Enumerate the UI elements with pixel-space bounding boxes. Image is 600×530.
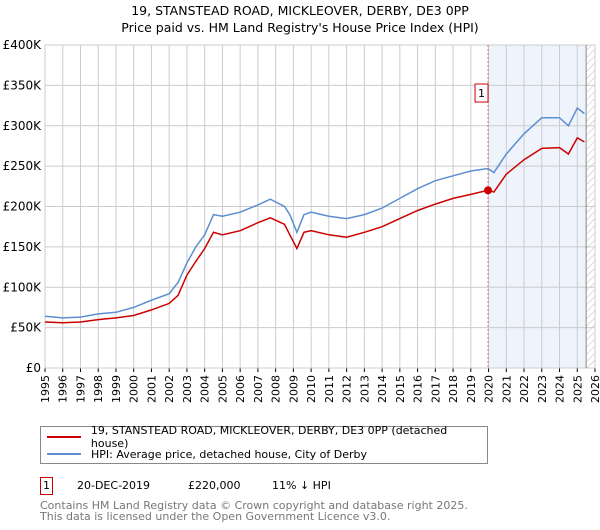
- legend-label: 19, STANSTEAD ROAD, MICKLEOVER, DERBY, D…: [90, 424, 448, 450]
- x-tick-label: 2020: [483, 375, 496, 403]
- x-tick-label: 2019: [465, 375, 478, 403]
- transaction-marker: 1: [40, 477, 53, 495]
- x-tick-label: 2006: [234, 375, 247, 403]
- x-tick-label: 2001: [145, 375, 158, 403]
- x-tick-label: 2012: [341, 375, 354, 403]
- x-tick-label: 2011: [323, 375, 336, 403]
- y-tick-label: £100K: [3, 280, 43, 294]
- x-tick-label: 2004: [199, 375, 212, 403]
- sale-point: [484, 186, 493, 195]
- x-tick-label: 2026: [589, 375, 600, 403]
- x-tick-label: 2023: [536, 375, 549, 403]
- legend: 19, STANSTEAD ROAD, MICKLEOVER, DERBY, D…: [40, 424, 488, 464]
- x-tick-label: 2008: [270, 375, 283, 403]
- x-tick-label: 2017: [429, 375, 442, 403]
- x-tick-label: 2005: [216, 375, 229, 403]
- footer-line1: Contains HM Land Registry data © Crown c…: [40, 499, 468, 512]
- y-tick-label: £0: [26, 361, 41, 375]
- footer-line2: This data is licensed under the Open Gov…: [40, 510, 391, 523]
- plot-border: [44, 44, 596, 369]
- sale-label: 1: [478, 87, 485, 100]
- x-tick-label: 2014: [376, 375, 389, 403]
- x-tick-label: 1996: [57, 375, 70, 403]
- chart-title: 19, STANSTEAD ROAD, MICKLEOVER, DERBY, D…: [131, 3, 469, 18]
- legend-item-property: 19, STANSTEAD ROAD, MICKLEOVER, DERBY, D…: [47, 424, 487, 450]
- transaction-price: £220,000: [188, 479, 241, 492]
- y-tick-label: £200K: [3, 200, 43, 214]
- x-tick-label: 2025: [571, 375, 584, 403]
- x-tick-label: 1999: [110, 375, 123, 403]
- x-tick-label: 2010: [305, 375, 318, 403]
- y-tick-label: £150K: [3, 240, 43, 254]
- legend-label: HPI: Average price, detached house, City…: [91, 447, 368, 461]
- series-line: [44, 136, 585, 324]
- x-tick-label: 2003: [181, 375, 194, 403]
- x-tick-label: 2013: [358, 375, 371, 403]
- footer: Contains HM Land Registry data © Crown c…: [40, 500, 468, 522]
- y-tick-label: £350K: [3, 78, 43, 92]
- x-tick-label: 2007: [252, 375, 265, 403]
- price-chart: 1995 1996 1997 1998 1999 2000 2001 2002 2003 2004…: [3, 38, 600, 403]
- legend-item-hpi: HPI: Average price, detached house, City…: [47, 446, 367, 462]
- chart-subtitle: Price paid vs. HM Land Registry's House …: [121, 20, 479, 35]
- legend-swatch-red: [47, 436, 81, 438]
- x-tick-label: 1998: [92, 375, 105, 403]
- x-tick-label: 2022: [518, 375, 531, 403]
- transaction-hpi-diff: 11% ↓ HPI: [272, 479, 331, 492]
- x-tick-label: 2018: [447, 375, 460, 403]
- x-tick-label: 1997: [74, 375, 87, 403]
- x-tick-label: 2024: [554, 375, 567, 403]
- sale-label-box: [474, 83, 489, 103]
- x-tick-label: 2002: [163, 375, 176, 403]
- x-tick-label: 2009: [287, 375, 300, 403]
- y-tick-label: £400K: [3, 38, 43, 52]
- x-tick-label: 2000: [128, 375, 141, 403]
- x-tick-label: 2016: [412, 375, 425, 403]
- y-tick-label: £300K: [3, 119, 43, 133]
- x-tick-label: 2021: [500, 375, 513, 403]
- y-tick-label: £50K: [10, 321, 42, 335]
- legend-swatch-blue: [47, 453, 81, 455]
- series-line: [44, 106, 585, 319]
- transaction-date: 20-DEC-2019: [77, 479, 151, 492]
- y-tick-label: £250K: [3, 159, 43, 173]
- x-tick-label: 1995: [39, 375, 52, 403]
- x-tick-label: 2015: [394, 375, 407, 403]
